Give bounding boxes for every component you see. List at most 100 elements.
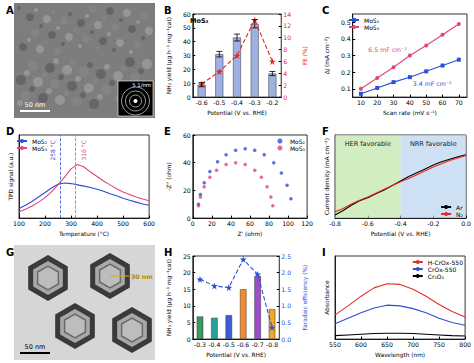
svg-text:10: 10	[357, 99, 365, 106]
svg-text:70: 70	[455, 99, 463, 106]
svg-text:NH₃ yield (μg h⁻¹ mg⁻¹cat): NH₃ yield (μg h⁻¹ mg⁻¹cat)	[166, 17, 173, 94]
svg-text:TPD signal (a.u.): TPD signal (a.u.)	[8, 153, 15, 202]
svg-text:Δj (mA cm⁻²): Δj (mA cm⁻²)	[324, 37, 331, 75]
svg-text:60: 60	[183, 132, 191, 139]
svg-text:Potential (V vs. RHE): Potential (V vs. RHE)	[207, 110, 267, 116]
svg-text:10: 10	[183, 80, 191, 87]
svg-text:Potential (V vs. RHE): Potential (V vs. RHE)	[371, 231, 431, 237]
svg-text:25: 25	[183, 253, 191, 260]
svg-text:100: 100	[282, 220, 294, 227]
svg-text:316 °C: 316 °C	[80, 140, 87, 161]
svg-text:40: 40	[183, 38, 191, 45]
svg-text:NRR favorable: NRR favorable	[410, 140, 457, 148]
svg-text:20: 20	[183, 187, 191, 194]
svg-text:-0.5: -0.5	[223, 341, 235, 348]
svg-text:0.3: 0.3	[341, 52, 351, 59]
svg-text:0: 0	[187, 94, 191, 101]
svg-text:20: 20	[183, 66, 191, 73]
svg-text:Wavelength (nm): Wavelength (nm)	[375, 352, 425, 359]
svg-text:40: 40	[183, 159, 191, 166]
svg-text:F: F	[322, 126, 329, 137]
svg-text:40: 40	[227, 220, 235, 227]
svg-text:NH₃ yield (μg h⁻¹ mg⁻¹cat): NH₃ yield (μg h⁻¹ mg⁻¹cat)	[166, 259, 173, 336]
svg-text:200: 200	[39, 220, 51, 227]
svg-text:120: 120	[301, 220, 313, 227]
svg-text:A: A	[6, 5, 14, 16]
svg-text:12: 12	[283, 22, 291, 29]
svg-text:-0.3: -0.3	[194, 341, 206, 348]
svg-text:-0.3: -0.3	[249, 99, 261, 106]
svg-text:0.0: 0.0	[461, 220, 471, 227]
svg-text:40: 40	[406, 99, 414, 106]
svg-text:300: 300	[65, 220, 77, 227]
svg-text:750: 750	[433, 341, 445, 348]
svg-text:C: C	[322, 5, 329, 16]
svg-text:2.0: 2.0	[281, 269, 291, 276]
svg-text:B: B	[164, 5, 172, 16]
svg-text:-0.7: -0.7	[252, 341, 264, 348]
svg-text:700: 700	[407, 341, 419, 348]
svg-text:0.5: 0.5	[281, 319, 291, 326]
svg-text:60: 60	[439, 99, 447, 106]
svg-text:0.1: 0.1	[341, 85, 351, 92]
svg-text:1.0: 1.0	[281, 302, 291, 309]
svg-text:600: 600	[355, 341, 367, 348]
svg-text:10: 10	[183, 302, 191, 309]
svg-text:Z' (ohm): Z' (ohm)	[238, 231, 263, 237]
svg-text:500: 500	[117, 220, 129, 227]
svg-text:Temperature (°C): Temperature (°C)	[58, 231, 109, 238]
svg-text:2: 2	[283, 82, 287, 89]
svg-text:Scan rate (mV s⁻¹): Scan rate (mV s⁻¹)	[383, 110, 437, 116]
svg-text:15: 15	[183, 286, 191, 293]
svg-text:4: 4	[283, 70, 287, 77]
svg-text:60: 60	[246, 220, 254, 227]
svg-text:800: 800	[459, 341, 471, 348]
svg-text:650: 650	[381, 341, 393, 348]
svg-text:MoS₃: MoS₃	[364, 24, 380, 31]
svg-text:-0.4: -0.4	[208, 341, 220, 348]
svg-text:550: 550	[329, 341, 341, 348]
svg-text:50 nm: 50 nm	[25, 101, 46, 109]
svg-text:0.0: 0.0	[281, 336, 291, 343]
svg-text:-0.8: -0.8	[329, 220, 341, 227]
svg-text:Ar: Ar	[456, 204, 463, 211]
svg-text:-Z'' (ohm): -Z'' (ohm)	[166, 162, 172, 190]
svg-text:-0.5: -0.5	[213, 99, 225, 106]
svg-text:600: 600	[143, 220, 155, 227]
svg-text:-0.6: -0.6	[362, 220, 374, 227]
svg-text:-0.2: -0.2	[427, 220, 439, 227]
svg-text:50 nm: 50 nm	[25, 343, 46, 351]
svg-text:30: 30	[183, 52, 191, 59]
svg-text:258 °C: 258 °C	[49, 140, 56, 161]
svg-text:-0.6: -0.6	[237, 341, 249, 348]
svg-text:10: 10	[283, 34, 291, 41]
svg-text:Absorbance: Absorbance	[324, 280, 330, 315]
svg-text:E: E	[164, 126, 171, 137]
svg-text:-0.2: -0.2	[266, 99, 278, 106]
svg-text:6: 6	[283, 58, 287, 65]
svg-text:0: 0	[187, 336, 191, 343]
svg-text:80: 80	[265, 220, 273, 227]
svg-text:0: 0	[191, 220, 195, 227]
svg-text:50: 50	[422, 99, 430, 106]
svg-text:N₂: N₂	[456, 211, 463, 218]
svg-text:MoS₃: MoS₃	[290, 145, 306, 152]
svg-text:20: 20	[373, 99, 381, 106]
svg-text:MoS₃: MoS₃	[190, 17, 209, 25]
svg-text:1.5: 1.5	[281, 286, 291, 293]
svg-text:H: H	[164, 247, 172, 258]
svg-text:0: 0	[283, 94, 287, 101]
svg-text:CrOx-550: CrOx-550	[428, 266, 457, 273]
svg-text:30: 30	[390, 99, 398, 106]
svg-text:D: D	[6, 126, 14, 137]
svg-text:-0.4: -0.4	[395, 220, 407, 227]
svg-text:0.4: 0.4	[341, 35, 351, 42]
svg-text:2.5: 2.5	[281, 253, 291, 260]
svg-text:HER favorable: HER favorable	[345, 140, 391, 148]
svg-text:I: I	[322, 247, 326, 258]
svg-text:0.2: 0.2	[341, 69, 351, 76]
svg-text:Potential (V vs. RHE): Potential (V vs. RHE)	[206, 352, 266, 358]
svg-text:MoS₂: MoS₂	[290, 138, 306, 145]
svg-text:8: 8	[283, 46, 287, 53]
svg-text:Current density (mA cm⁻²): Current density (mA cm⁻²)	[324, 138, 331, 215]
